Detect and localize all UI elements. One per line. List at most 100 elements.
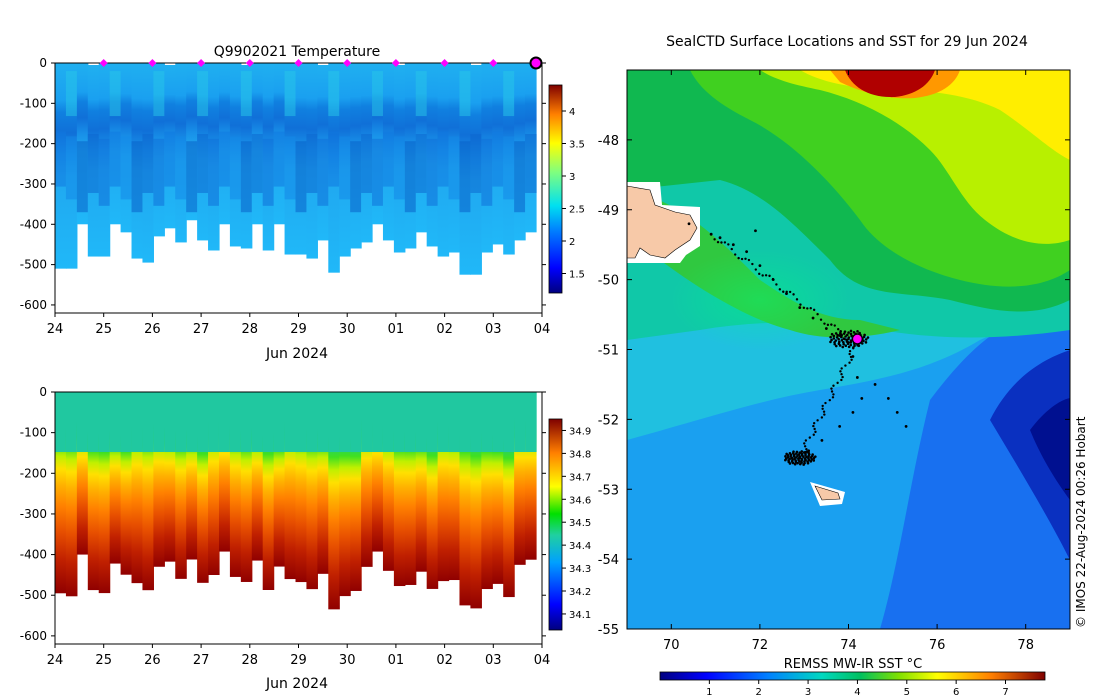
seal-track-point bbox=[831, 396, 835, 399]
seal-track-point bbox=[841, 375, 844, 379]
seal-cluster-position bbox=[811, 453, 814, 456]
temperature-y-tick-label: -300 bbox=[20, 177, 47, 191]
temperature-x-tick-label: 27 bbox=[193, 322, 210, 337]
salinity-profile-column bbox=[186, 401, 198, 560]
temperature-core-cell bbox=[525, 133, 537, 193]
salinity-surface-cell bbox=[240, 392, 253, 452]
temperature-surface-cell bbox=[65, 71, 78, 117]
seal-track-point bbox=[812, 433, 815, 436]
temperature-colorbar-tick-label: 4 bbox=[569, 107, 575, 118]
seal-track-point bbox=[764, 274, 768, 277]
temperature-colorbar-tick-label: 1.5 bbox=[569, 270, 585, 281]
seal-track-point bbox=[758, 272, 761, 276]
salinity-x-tick-label: 02 bbox=[436, 653, 453, 668]
seal-cluster-position bbox=[798, 455, 802, 458]
salinity-profile-column bbox=[382, 392, 395, 571]
seal-cluster-position bbox=[788, 462, 792, 465]
seal-track-point bbox=[803, 445, 807, 448]
seal-track-point bbox=[833, 324, 836, 327]
seal-cluster-position bbox=[786, 456, 790, 459]
salinity-profile-column bbox=[218, 392, 231, 552]
temperature-core-cell bbox=[142, 133, 154, 193]
salinity-plot-area bbox=[55, 392, 537, 610]
seal-position bbox=[798, 306, 802, 309]
seal-position bbox=[820, 438, 824, 442]
temperature-core-cell bbox=[503, 136, 515, 200]
temperature-core-cell bbox=[448, 136, 461, 200]
seal-position bbox=[838, 334, 842, 337]
temperature-core-cell bbox=[87, 133, 100, 193]
salinity-profile-column bbox=[142, 392, 154, 591]
seal-track-point bbox=[837, 328, 840, 331]
salinity-colorbar-tick-label: 34.7 bbox=[569, 472, 591, 483]
sst-colorbar-tick-label: 1 bbox=[706, 687, 712, 698]
sst-map-area bbox=[627, 70, 1070, 629]
salinity-profile-column bbox=[372, 392, 384, 552]
seal-cluster-position bbox=[837, 337, 840, 341]
temperature-core-cell bbox=[295, 141, 308, 213]
salinity-surface-cell bbox=[459, 392, 472, 452]
seal-track-point bbox=[804, 439, 808, 442]
seal-track-point bbox=[761, 274, 764, 277]
salinity-colorbar-tick-label: 34.5 bbox=[569, 518, 591, 529]
seal-position bbox=[731, 243, 735, 247]
salinity-profile-column bbox=[492, 401, 504, 584]
salinity-surface-cell bbox=[87, 392, 100, 452]
temperature-y-tick-label: -200 bbox=[20, 137, 47, 151]
seal-position bbox=[811, 316, 815, 320]
sst-colorbar-tick-label: 2 bbox=[756, 687, 762, 698]
seal-track-point bbox=[814, 430, 817, 434]
sst-map-x-tick-label: 72 bbox=[752, 638, 769, 653]
temperature-colorbar-tick-label: 2.5 bbox=[569, 205, 585, 216]
temperature-core-cell bbox=[317, 138, 329, 206]
seal-position bbox=[851, 410, 855, 414]
temperature-x-tick-label: 25 bbox=[95, 322, 112, 337]
seal-cluster-position bbox=[784, 455, 787, 458]
seal-cluster-position bbox=[833, 342, 837, 346]
profile-marker bbox=[245, 59, 254, 67]
sst-yellow-region bbox=[800, 70, 1070, 160]
seal-cluster-position bbox=[784, 458, 787, 462]
seal-cluster-position bbox=[800, 450, 804, 453]
seal-track-point bbox=[802, 306, 806, 310]
seal-track-point bbox=[840, 367, 843, 370]
seal-cluster-position bbox=[866, 336, 870, 339]
seal-track-point bbox=[778, 288, 782, 291]
temperature-y-tick-label: -500 bbox=[20, 258, 47, 272]
seal-cluster-position bbox=[862, 335, 866, 339]
salinity-surface-cell bbox=[284, 392, 297, 452]
seal-track-point bbox=[819, 318, 823, 321]
seal-cluster-position bbox=[812, 459, 816, 462]
salinity-y-tick-label: -300 bbox=[20, 507, 47, 521]
temperature-y-tick-label: 0 bbox=[39, 56, 47, 70]
temperature-core-cell bbox=[131, 141, 144, 213]
salinity-x-tick-label: 26 bbox=[144, 653, 161, 668]
salinity-profile-column bbox=[240, 397, 253, 582]
sst-colorbar bbox=[659, 671, 1046, 681]
seal-cluster-position bbox=[829, 335, 832, 339]
temperature-core-cell bbox=[361, 133, 373, 193]
salinity-profile-column bbox=[470, 397, 482, 609]
temperature-core-cell bbox=[284, 136, 297, 200]
salinity-x-tick-label: 24 bbox=[47, 653, 64, 668]
sst-map-title: SealCTD Surface Locations and SST for 29… bbox=[666, 34, 1028, 50]
seal-cluster-position bbox=[838, 344, 842, 347]
seal-cluster-position bbox=[844, 344, 848, 348]
temperature-core-cell bbox=[328, 131, 340, 187]
seal-cluster-position bbox=[833, 340, 836, 344]
seal-track-point bbox=[792, 293, 795, 296]
copyright-text: © IMOS 22-Aug-2024 00:26 Hobart bbox=[1074, 416, 1088, 628]
temperature-surface-cell bbox=[240, 71, 253, 117]
salinity-profile-column bbox=[197, 404, 209, 583]
salinity-colorbar-tick-label: 34.3 bbox=[569, 564, 591, 575]
temperature-x-tick-label: 03 bbox=[485, 322, 502, 337]
seal-track-point bbox=[816, 313, 819, 316]
temperature-core-cell bbox=[437, 131, 450, 187]
salinity-x-tick-label: 04 bbox=[534, 653, 551, 668]
heard-island bbox=[814, 485, 841, 501]
seal-track-point bbox=[747, 258, 751, 262]
sst-map-y-tick-label: -51 bbox=[598, 344, 619, 359]
salinity-profile-column bbox=[295, 392, 308, 583]
salinity-profile-column bbox=[481, 398, 493, 590]
seal-track-point bbox=[848, 361, 851, 364]
